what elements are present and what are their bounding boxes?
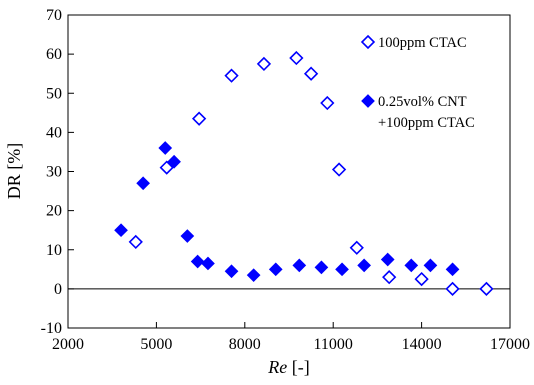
data-point-ctac	[303, 66, 319, 81]
data-point-cnt-ctac	[357, 258, 371, 273]
y-tick-label: 60	[46, 46, 62, 63]
x-tick-label: 5000	[140, 336, 172, 353]
data-point-cnt-ctac	[190, 254, 205, 269]
y-tick-label: -10	[41, 320, 62, 337]
x-axis-label-variable: Re	[267, 357, 287, 377]
data-point-ctac	[349, 240, 364, 255]
data-point-cnt-ctac	[114, 223, 128, 238]
data-point-ctac	[414, 271, 429, 287]
data-point-ctac	[382, 270, 397, 285]
legend-series-1-label: 100ppm CTAC	[378, 35, 467, 51]
y-tick-label: 0	[54, 281, 62, 298]
data-point-cnt-ctac	[180, 229, 195, 243]
data-point-ctac	[289, 50, 304, 66]
data-point-cnt-ctac	[158, 141, 173, 155]
data-point-ctac	[445, 281, 460, 297]
x-tick-label: 14000	[402, 336, 442, 353]
data-point-cnt-ctac	[423, 258, 438, 273]
data-point-cnt-ctac	[201, 256, 215, 271]
data-point-cnt-ctac	[268, 262, 283, 277]
data-point-ctac	[159, 160, 174, 175]
x-axis-label-unit: [-]	[287, 357, 309, 377]
legend: 100ppm CTAC 0.25vol% CNT +100ppm CTAC	[360, 34, 475, 131]
data-point-cnt-ctac	[335, 262, 349, 277]
data-point-cnt-ctac	[314, 260, 329, 275]
data-point-ctac	[191, 111, 207, 126]
x-tick-label: 8000	[229, 336, 261, 353]
data-point-cnt-ctac	[404, 258, 419, 273]
data-point-ctac	[256, 56, 272, 72]
data-point-ctac	[479, 281, 494, 297]
y-tick-label: 30	[46, 164, 62, 181]
plot-area-frame	[67, 14, 511, 329]
x-axis-label: Re [-]	[267, 357, 309, 377]
y-tick-label: 70	[46, 7, 62, 24]
data-point-cnt-ctac	[292, 258, 307, 273]
y-tick-label: 20	[46, 203, 62, 220]
data-point-cnt-ctac	[380, 252, 395, 267]
y-tick-label: 40	[46, 124, 62, 141]
y-axis-label: DR [%]	[4, 143, 24, 200]
data-point-cnt-ctac	[224, 264, 239, 279]
data-point-cnt-ctac	[246, 268, 261, 283]
data-point-ctac	[128, 234, 143, 250]
x-tick-label: 11000	[313, 336, 352, 353]
legend-open-diamond-marker	[360, 34, 376, 50]
data-point-ctac	[331, 162, 347, 177]
x-tick-label: 17000	[490, 336, 530, 353]
legend-series-2-label-line-2: +100ppm CTAC	[378, 115, 475, 131]
data-point-cnt-ctac	[136, 176, 150, 191]
legend-filled-diamond-marker	[361, 94, 375, 108]
y-tick-label: 50	[46, 85, 62, 102]
data-point-cnt-ctac	[445, 262, 460, 277]
data-point-ctac	[224, 68, 239, 83]
x-tick-label: 2000	[52, 336, 84, 353]
y-tick-label: 10	[46, 242, 62, 259]
data-point-cnt-ctac	[167, 154, 181, 169]
data-point-ctac	[320, 95, 335, 111]
legend-series-2-label-line-1: 0.25vol% CNT	[378, 94, 467, 110]
